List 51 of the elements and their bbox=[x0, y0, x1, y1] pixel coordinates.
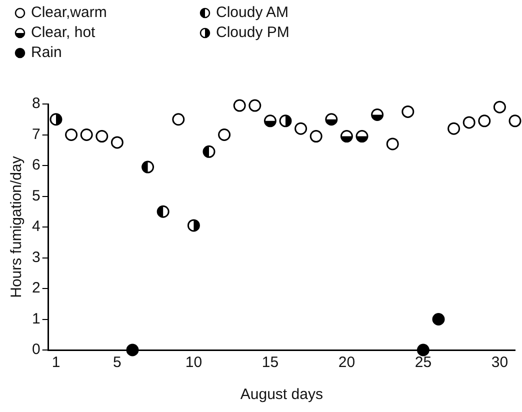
point bbox=[65, 128, 78, 141]
y-tick-label: 5 bbox=[32, 187, 40, 204]
y-tick-label: 2 bbox=[32, 280, 40, 297]
y-tick-label: 0 bbox=[32, 341, 40, 358]
point bbox=[340, 130, 353, 143]
point bbox=[310, 130, 322, 143]
point bbox=[50, 113, 62, 126]
x-axis-title: August days bbox=[240, 386, 323, 404]
y-tick-label: 7 bbox=[32, 126, 40, 143]
point bbox=[202, 145, 216, 158]
point bbox=[218, 128, 231, 141]
point bbox=[356, 130, 368, 143]
point bbox=[279, 114, 292, 128]
x-tick-label: 30 bbox=[491, 354, 508, 372]
x-tick-label: 10 bbox=[185, 354, 202, 372]
point bbox=[248, 99, 262, 112]
x-tick-label: 5 bbox=[113, 354, 122, 372]
point bbox=[96, 130, 108, 143]
y-tick-label: 8 bbox=[32, 95, 40, 112]
y-tick-label: 1 bbox=[32, 310, 40, 328]
point bbox=[142, 160, 154, 174]
point bbox=[508, 114, 522, 128]
legend-label: Clear,warm bbox=[31, 4, 107, 21]
point bbox=[402, 105, 414, 118]
y-axis-title: Hours fumigation/day bbox=[8, 156, 26, 298]
point bbox=[156, 205, 170, 218]
point bbox=[80, 128, 93, 141]
point bbox=[172, 113, 185, 126]
x-tick-label: 1 bbox=[52, 354, 60, 372]
y-tick-label: 4 bbox=[32, 218, 40, 236]
point bbox=[233, 99, 246, 112]
legend-label: Cloudy PM bbox=[216, 24, 290, 41]
y-tick-label: 3 bbox=[32, 248, 40, 266]
point bbox=[448, 122, 460, 135]
point bbox=[386, 138, 399, 150]
point bbox=[493, 100, 506, 114]
point bbox=[187, 219, 200, 232]
x-tick-label: 25 bbox=[414, 354, 432, 372]
legend-label: Clear, hot bbox=[31, 24, 96, 41]
y-tick-label: 6 bbox=[32, 156, 40, 174]
point bbox=[478, 114, 491, 128]
point bbox=[294, 122, 308, 135]
point bbox=[264, 114, 276, 128]
legend-label: Rain bbox=[31, 44, 62, 61]
x-tick-label: 20 bbox=[338, 354, 356, 372]
point bbox=[371, 108, 384, 122]
point bbox=[462, 116, 476, 129]
x-tick-label: 15 bbox=[262, 354, 279, 372]
legend-label: Cloudy AM bbox=[216, 4, 289, 21]
point bbox=[325, 113, 338, 126]
point bbox=[110, 136, 124, 149]
